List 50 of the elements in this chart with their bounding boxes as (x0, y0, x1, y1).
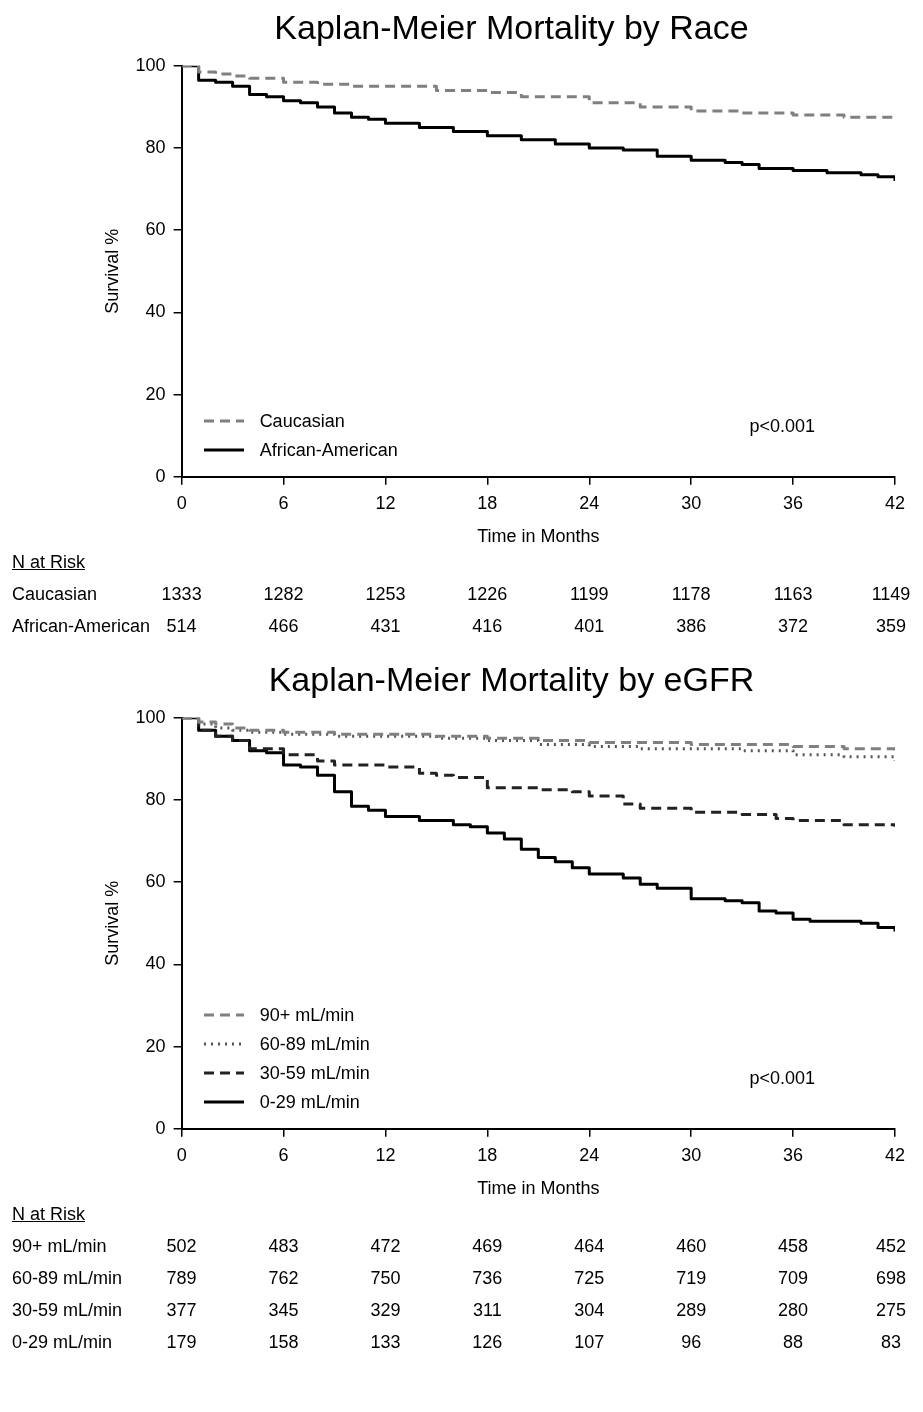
x-tick-label: 12 (375, 492, 396, 513)
x-tick-label: 36 (783, 492, 804, 513)
text: Caucasian 1333 1282 1253 1226 1199 1178 1163 1149 (12, 584, 911, 604)
x-axis-title: Time in Months (477, 1178, 600, 1199)
text: 90+ mL/min 502 483 472 469 464 460 458 452 (12, 1236, 907, 1256)
y-tick-label: 0 (155, 1117, 166, 1138)
x-tick-label: 0 (176, 492, 187, 513)
y-tick-label: 60 (145, 219, 166, 240)
y-tick-label: 100 (135, 706, 166, 727)
text: N at Risk (12, 552, 86, 573)
x-axis-title: Time in Months (477, 526, 600, 547)
x-tick-label: 24 (579, 1144, 600, 1165)
x-tick-label: 18 (477, 492, 498, 513)
x-tick-label: 30 (681, 1144, 702, 1165)
text: African-American 514 466 431 416 401 386 372 359 (12, 616, 907, 636)
x-tick-label: 30 (681, 492, 702, 513)
x-tick-label: 18 (477, 1144, 498, 1165)
legend-label: African-American (259, 438, 398, 462)
x-tick-label: 36 (783, 1144, 804, 1165)
y-tick-label: 20 (145, 1035, 166, 1056)
x-tick-label: 6 (278, 1144, 289, 1165)
y-tick-label: 20 (145, 383, 166, 404)
x-tick-label: 24 (579, 492, 600, 513)
legend-label: 30-59 mL/min (259, 1061, 370, 1085)
text: 60-89 mL/min 789 762 750 736 725 719 709 698 (12, 1268, 907, 1288)
y-tick-label: 100 (135, 54, 166, 75)
y-tick-label: 0 (155, 465, 166, 486)
x-tick-label: 12 (375, 1144, 396, 1165)
y-axis-title: Survival % (101, 880, 122, 966)
legend-label: 60-89 mL/min (259, 1032, 370, 1056)
y-axis-title: Survival % (101, 228, 122, 314)
text: 0-29 mL/min 179 158 133 126 107 96 88 83 (12, 1332, 902, 1352)
annotation: p<0.001 (749, 415, 815, 437)
y-tick-label: 80 (145, 136, 166, 157)
y-tick-label: 80 (145, 788, 166, 809)
text: 30-59 mL/min 377 345 329 311 304 289 280 275 (12, 1300, 907, 1320)
text: N at Risk (12, 1204, 86, 1225)
x-tick-label: 0 (176, 1144, 187, 1165)
x-tick-label: 42 (884, 492, 906, 513)
legend-label: 0-29 mL/min (259, 1090, 360, 1114)
annotation: p<0.001 (749, 1067, 815, 1089)
y-tick-label: 60 (145, 871, 166, 892)
x-tick-label: 42 (884, 1144, 906, 1165)
legend-label: 90+ mL/min (259, 1003, 355, 1027)
y-tick-label: 40 (145, 301, 166, 322)
chart-title: Kaplan-Meier Mortality by Race (273, 8, 750, 47)
legend-label: Caucasian (259, 409, 345, 433)
y-tick-label: 40 (145, 953, 166, 974)
chart-title: Kaplan-Meier Mortality by eGFR (267, 660, 756, 699)
x-tick-label: 6 (278, 492, 289, 513)
